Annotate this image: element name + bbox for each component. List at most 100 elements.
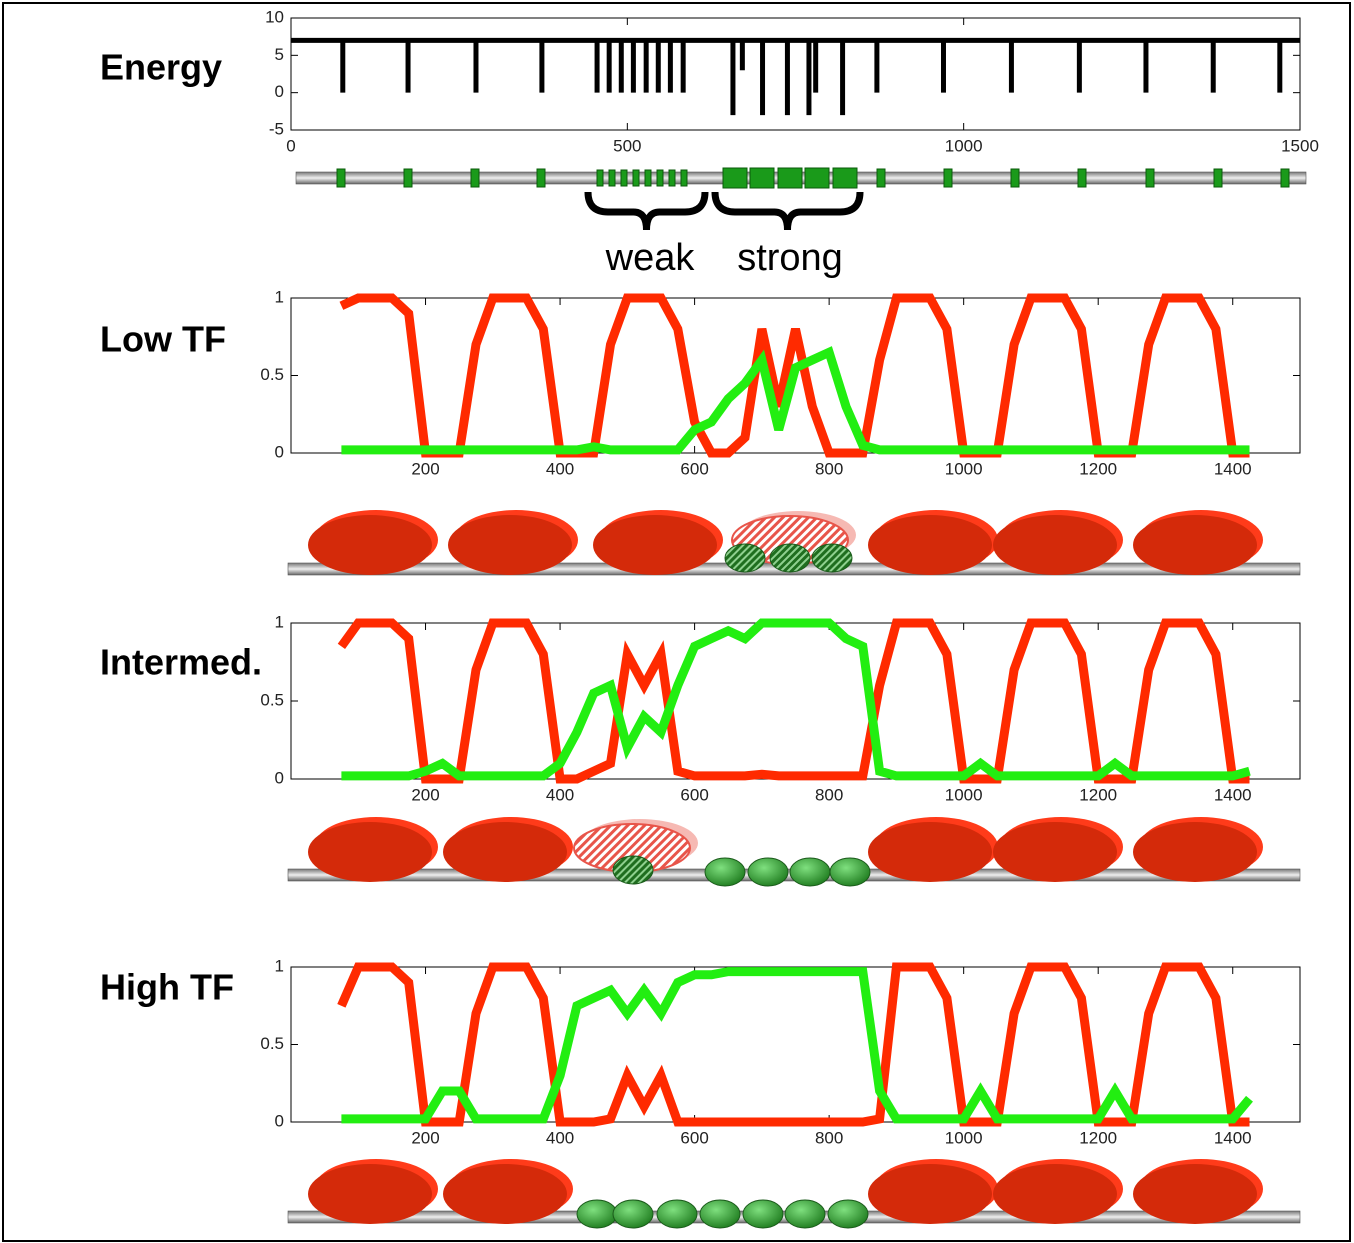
x-tick-label: 800 [815,459,843,478]
y-tick-label: 0 [275,768,284,787]
tf-bead [612,1199,654,1229]
tf-bead [769,543,811,573]
x-tick-label: 800 [815,1128,843,1147]
nucleosome [443,822,567,882]
x-tick-label: 0 [286,136,295,155]
tf-bead [704,857,746,887]
brace [711,191,864,231]
x-tick-label: 1400 [1214,1128,1252,1147]
site [1145,168,1155,188]
x-tick-label: 800 [815,785,843,804]
weak-site [620,169,628,187]
nucleosome [593,515,717,575]
x-tick-label: 1200 [1079,1128,1117,1147]
annotation: weak [605,237,696,279]
weak-site [644,169,652,187]
strong-site [832,167,858,189]
tf-bead [742,1199,784,1229]
x-tick-label: 1000 [945,136,983,155]
y-tick-label: 0.5 [260,365,284,384]
weak-site [656,169,664,187]
site [336,168,346,188]
weak-site [596,169,604,187]
site [943,168,953,188]
tf-bead [699,1199,741,1229]
site [403,168,413,188]
nucleosome [1133,515,1257,575]
nucleosome [993,1164,1117,1224]
x-tick-label: 1000 [945,1128,983,1147]
x-tick-label: 1500 [1281,136,1319,155]
occupancy-line [341,346,1250,455]
nucleosome [1133,1164,1257,1224]
x-tick-label: 600 [680,459,708,478]
strong-site [804,167,830,189]
y-tick-label: 5 [275,45,284,64]
site [536,168,546,188]
site [876,168,886,188]
y-tick-label: 0 [275,442,284,461]
x-tick-label: 200 [411,785,439,804]
nucleosome [868,822,992,882]
weak-site [680,169,688,187]
nucleosome [868,1164,992,1224]
x-tick-label: 400 [546,1128,574,1147]
y-tick-label: -5 [269,119,284,138]
y-tick-label: 1 [275,612,284,631]
y-tick-label: 1 [275,287,284,306]
nucleosome [993,822,1117,882]
tf-bead [747,857,789,887]
site [1010,168,1020,188]
nucleosome [308,515,432,575]
y-tick-label: 0 [275,1111,284,1130]
occupancy-line [341,967,1253,1124]
panel-title: Low TF [100,319,226,360]
x-tick-label: 1200 [1079,459,1117,478]
panel-title: High TF [100,967,234,1008]
x-tick-label: 200 [411,459,439,478]
tf-bead [784,1199,826,1229]
x-tick-label: 1400 [1214,459,1252,478]
site [1077,168,1087,188]
nucleosome [308,1164,432,1224]
nucleosome [448,515,572,575]
tf-bead [724,543,766,573]
x-tick-label: 500 [613,136,641,155]
x-tick-label: 200 [411,1128,439,1147]
tf-bead [789,857,831,887]
nucleosome [868,515,992,575]
x-tick-label: 400 [546,785,574,804]
nucleosome [1133,822,1257,882]
tf-bead [656,1199,698,1229]
nucleosome [993,515,1117,575]
tf-bead [829,857,871,887]
panel-title: Intermed. [100,642,262,683]
nucleosome [443,1164,567,1224]
weak-site [632,169,640,187]
x-tick-label: 1000 [945,785,983,804]
panel-title: Energy [100,47,222,88]
x-tick-label: 1400 [1214,785,1252,804]
x-tick-label: 400 [546,459,574,478]
tf-bead [612,855,654,885]
x-tick-label: 600 [680,785,708,804]
y-tick-label: 10 [265,7,284,26]
annotation: strong [737,237,843,279]
y-tick-label: 1 [275,956,284,975]
x-tick-label: 1200 [1079,785,1117,804]
tf-bead [576,1199,618,1229]
x-tick-label: 600 [680,1128,708,1147]
occupancy-line [341,618,1251,781]
weak-site [608,169,616,187]
y-tick-label: 0.5 [260,690,284,709]
plot-area [290,622,1301,780]
site [1213,168,1223,188]
weak-site [668,169,676,187]
brace [584,191,709,231]
y-tick-label: 0 [275,82,284,101]
nucleosome [308,822,432,882]
site [1280,168,1290,188]
plot-area [290,17,1301,131]
